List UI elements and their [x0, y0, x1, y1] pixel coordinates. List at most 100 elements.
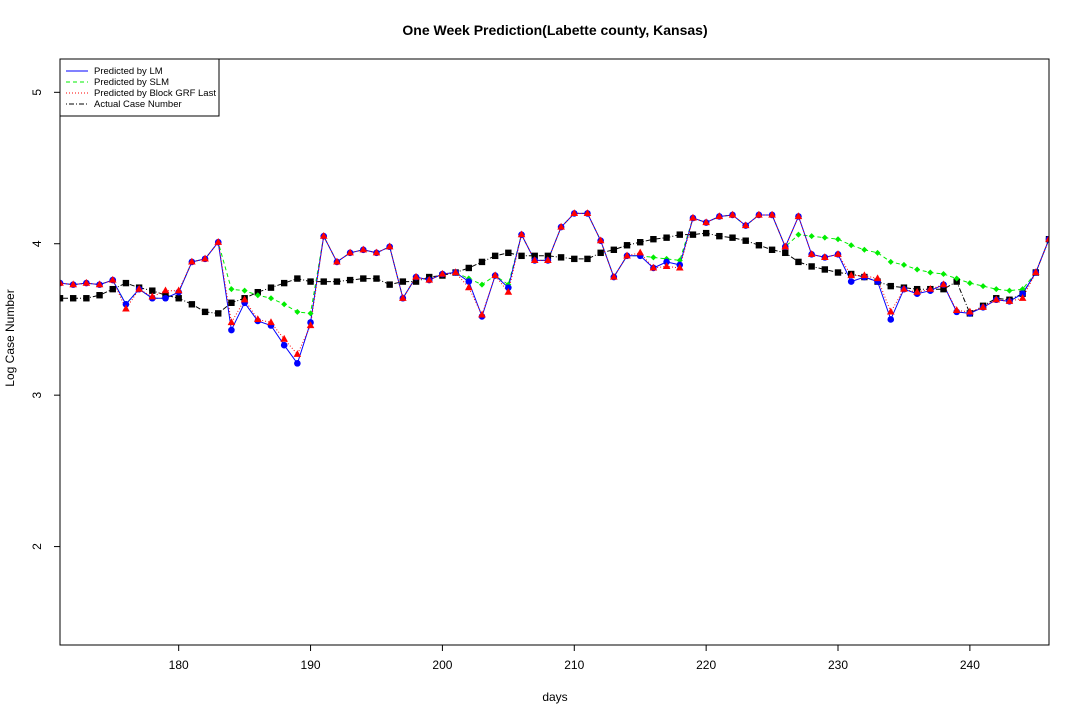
x-axis-label: days — [542, 690, 567, 704]
legend-label-grf: Predicted by Block GRF Last — [94, 88, 216, 99]
data-point — [161, 286, 170, 294]
data-point — [650, 235, 657, 243]
data-point — [781, 242, 790, 250]
data-point — [215, 310, 222, 317]
data-point — [966, 280, 973, 287]
data-point — [583, 209, 592, 217]
data-point — [254, 315, 262, 323]
data-point — [887, 316, 895, 323]
data-point — [755, 242, 763, 249]
data-point — [228, 299, 235, 306]
data-point — [69, 280, 77, 288]
data-point — [1032, 268, 1040, 276]
y-tick-label: 2 — [30, 543, 44, 550]
data-point — [399, 278, 407, 285]
data-point — [293, 350, 302, 357]
data-point — [873, 274, 882, 282]
data-point — [900, 284, 908, 292]
data-point — [716, 232, 723, 240]
data-point — [505, 284, 512, 291]
data-point — [650, 254, 657, 261]
data-point — [544, 252, 552, 260]
data-point — [425, 275, 434, 283]
data-point — [728, 210, 737, 218]
legend-label-slm: Predicted by SLM — [94, 77, 169, 88]
data-point — [835, 236, 842, 243]
data-point — [122, 279, 130, 287]
data-point — [887, 282, 894, 290]
data-point — [927, 269, 934, 276]
data-point — [874, 249, 881, 256]
data-point — [254, 288, 261, 296]
data-point — [979, 303, 987, 310]
data-point — [821, 234, 828, 241]
x-tick-label: 220 — [696, 658, 716, 672]
data-point — [993, 286, 1000, 293]
data-point — [505, 249, 512, 257]
data-point — [82, 278, 91, 286]
data-point — [465, 278, 473, 285]
data-point — [1006, 287, 1013, 294]
data-point — [768, 246, 776, 253]
data-point — [953, 278, 960, 285]
data-point — [491, 252, 499, 260]
y-tick-label: 4 — [30, 240, 44, 247]
data-point — [610, 246, 618, 253]
x-tick-label: 240 — [960, 658, 980, 672]
y-axis: 2 3 4 5 — [30, 89, 60, 550]
data-point — [294, 275, 301, 282]
data-point — [96, 292, 103, 299]
data-point — [333, 257, 341, 265]
data-point — [451, 268, 460, 276]
y-tick-label: 3 — [30, 391, 44, 398]
data-point — [1045, 234, 1049, 242]
data-point — [768, 210, 776, 218]
data-point — [557, 222, 565, 230]
legend-label-actual: Actual Case Number — [94, 99, 182, 110]
data-point — [571, 255, 578, 263]
data-point — [108, 275, 117, 283]
data-point — [95, 280, 104, 288]
x-tick-label: 230 — [828, 658, 848, 672]
data-point — [597, 249, 604, 257]
data-point — [755, 210, 763, 218]
data-point — [913, 287, 921, 295]
data-point — [808, 233, 815, 240]
data-point — [294, 360, 301, 367]
data-point — [281, 301, 288, 308]
data-point — [676, 231, 683, 238]
data-point — [795, 258, 802, 266]
data-point — [584, 255, 591, 263]
data-point — [848, 242, 855, 249]
data-point — [267, 295, 274, 302]
data-point — [663, 234, 670, 241]
data-point — [741, 221, 750, 229]
data-point — [623, 251, 631, 259]
data-point — [662, 262, 671, 270]
data-point — [807, 250, 816, 257]
data-point — [214, 238, 223, 245]
data-point — [689, 231, 697, 238]
data-point — [557, 254, 565, 261]
data-point — [1019, 286, 1026, 293]
data-point — [60, 295, 64, 302]
data-point — [372, 248, 381, 256]
data-point — [149, 287, 156, 294]
data-point — [399, 294, 407, 301]
data-point — [847, 278, 855, 285]
legend-box — [59, 58, 220, 117]
data-point — [702, 218, 710, 226]
legend: Predicted by LM Predicted by SLM Predict… — [59, 58, 220, 117]
data-point — [742, 237, 749, 244]
data-point — [385, 242, 394, 250]
data-point — [689, 213, 697, 221]
x-tick-label: 200 — [432, 658, 452, 672]
data-point — [504, 287, 513, 295]
data-point — [412, 272, 420, 280]
data-point — [307, 278, 314, 285]
data-point — [465, 264, 472, 272]
data-point — [386, 281, 393, 288]
data-point — [940, 285, 947, 293]
data-point — [729, 234, 736, 241]
data-point — [544, 256, 552, 263]
